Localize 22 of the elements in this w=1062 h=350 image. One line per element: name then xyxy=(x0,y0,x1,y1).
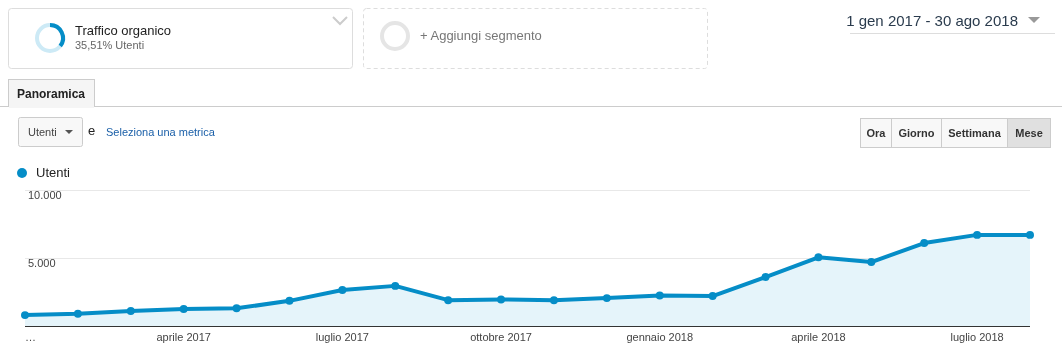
text: 1 gen 2017 - 30 ago 2018 xyxy=(846,12,1018,29)
text: Mese xyxy=(1015,127,1043,139)
x-tick-label: luglio 2017 xyxy=(315,331,369,343)
x-tick-label: … xyxy=(25,331,36,343)
x-tick-label: gennaio 2018 xyxy=(626,331,694,343)
text: Utenti xyxy=(28,126,57,138)
legend-label: Utenti xyxy=(36,165,71,180)
text: 35,51% Utenti xyxy=(75,39,145,51)
text: Ora xyxy=(866,127,887,139)
text: Settimana xyxy=(948,127,1002,139)
text: Seleziona una metrica xyxy=(106,126,216,138)
text: Traffico organico xyxy=(75,23,172,38)
text: + Aggiungi segmento xyxy=(420,28,542,43)
text: e xyxy=(88,123,96,138)
text: Giorno xyxy=(898,127,935,139)
x-tick-label: ottobre 2017 xyxy=(470,331,532,343)
y-tick-label: 10.000 xyxy=(28,188,62,201)
x-tick-label: luglio 2018 xyxy=(950,331,1004,343)
y-tick-label: 5.000 xyxy=(28,256,56,269)
text: Panoramica xyxy=(17,87,86,101)
x-tick-label: aprile 2018 xyxy=(791,331,846,343)
x-tick-label: aprile 2017 xyxy=(156,331,211,343)
